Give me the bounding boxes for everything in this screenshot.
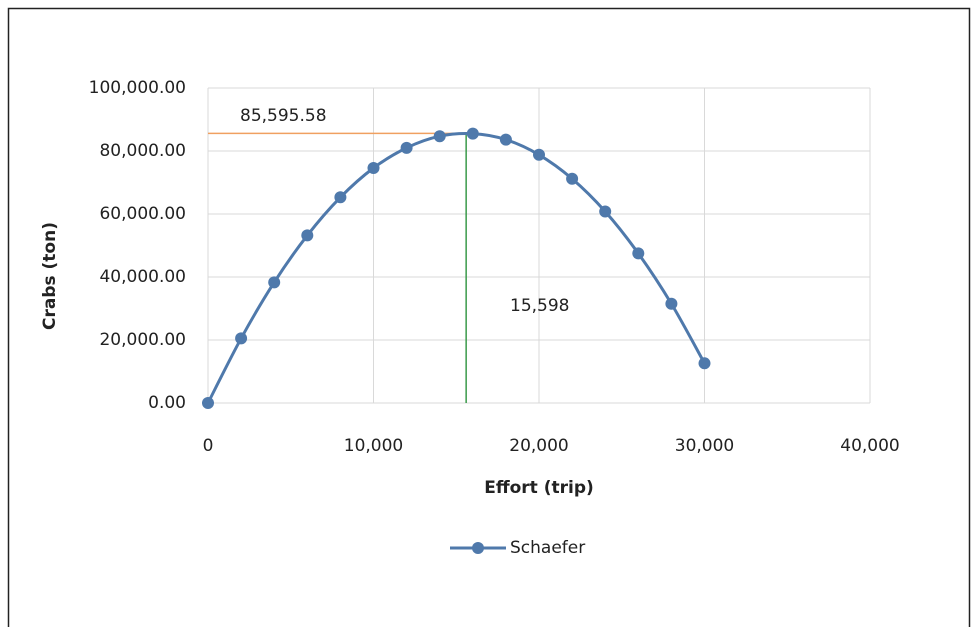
frame (7, 7, 971, 627)
y-axis-title: Crabs (ton) (40, 222, 60, 330)
point (235, 332, 248, 345)
point (433, 130, 446, 143)
x-axis-title: Effort (trip) (484, 478, 594, 498)
y-tick-label: 20,000.00 (99, 330, 186, 350)
y-tick-label: 100,000.00 (89, 78, 186, 98)
point (698, 357, 711, 370)
point (400, 141, 413, 154)
series-line (206, 131, 706, 404)
y-tick-label: 0.00 (148, 393, 186, 413)
legend-label: Schaefer (510, 538, 585, 558)
annotation-label: 15,598 (510, 296, 569, 316)
x-tick-label: 0 (203, 436, 214, 456)
point (202, 397, 214, 409)
y-tick-label: 80,000.00 (99, 141, 186, 161)
point (632, 247, 645, 260)
point (301, 229, 314, 242)
point (665, 297, 678, 310)
y-tick-label: 60,000.00 (99, 204, 186, 224)
annotation-label: 85,595.58 (240, 106, 327, 126)
point (499, 133, 512, 146)
x-tick-label: 40,000 (840, 436, 899, 456)
x-tick-label: 20,000 (509, 436, 568, 456)
point (533, 148, 545, 161)
point (334, 191, 347, 204)
point (599, 205, 612, 218)
point (268, 276, 281, 289)
legend-marker (472, 542, 484, 554)
point (367, 162, 380, 175)
point (466, 127, 479, 140)
point (566, 172, 579, 185)
x-tick-label: 10,000 (344, 436, 403, 456)
x-tick-label: 30,000 (675, 436, 734, 456)
y-tick-label: 40,000.00 (99, 267, 186, 287)
